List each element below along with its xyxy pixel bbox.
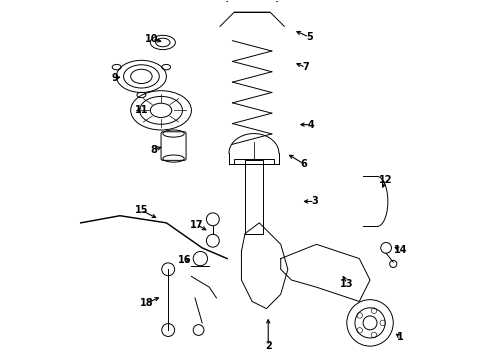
Text: 13: 13: [340, 279, 354, 289]
Text: 6: 6: [300, 159, 307, 169]
Text: 15: 15: [135, 205, 148, 215]
Text: 2: 2: [265, 341, 271, 351]
Text: 14: 14: [393, 245, 407, 255]
Text: 8: 8: [150, 145, 157, 155]
Text: 4: 4: [308, 120, 315, 130]
Text: 3: 3: [311, 197, 318, 206]
Bar: [245, 160, 263, 234]
Text: 1: 1: [397, 332, 404, 342]
Text: 16: 16: [177, 255, 191, 265]
Text: 7: 7: [302, 63, 309, 72]
Text: 12: 12: [379, 175, 393, 185]
Bar: [234, 158, 273, 164]
Text: 9: 9: [111, 73, 118, 83]
Text: 18: 18: [140, 298, 153, 308]
Text: 11: 11: [135, 105, 148, 115]
Text: 17: 17: [190, 220, 203, 230]
Text: 10: 10: [146, 34, 159, 44]
Text: 5: 5: [306, 32, 313, 42]
